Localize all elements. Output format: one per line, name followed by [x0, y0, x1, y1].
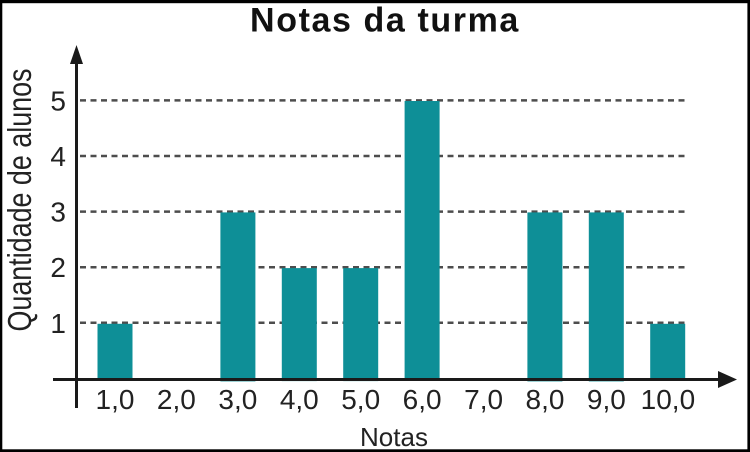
- svg-text:3: 3: [50, 197, 66, 228]
- svg-text:2: 2: [50, 252, 66, 283]
- svg-text:1: 1: [50, 308, 66, 339]
- svg-text:5: 5: [50, 85, 66, 116]
- svg-text:3,0: 3,0: [218, 384, 257, 415]
- svg-text:1,0: 1,0: [96, 384, 135, 415]
- svg-text:8,0: 8,0: [526, 384, 565, 415]
- svg-text:2,0: 2,0: [157, 384, 196, 415]
- svg-text:4,0: 4,0: [280, 384, 319, 415]
- svg-text:Notas: Notas: [360, 422, 428, 452]
- svg-text:4: 4: [50, 141, 66, 172]
- svg-text:9,0: 9,0: [587, 384, 626, 415]
- svg-text:5,0: 5,0: [341, 384, 380, 415]
- svg-text:7,0: 7,0: [464, 384, 503, 415]
- svg-text:Notas da turma: Notas da turma: [250, 2, 520, 40]
- svg-text:6,0: 6,0: [403, 384, 442, 415]
- svg-text:10,0: 10,0: [641, 384, 696, 415]
- svg-text:Quantidade de alunos: Quantidade de alunos: [1, 69, 38, 332]
